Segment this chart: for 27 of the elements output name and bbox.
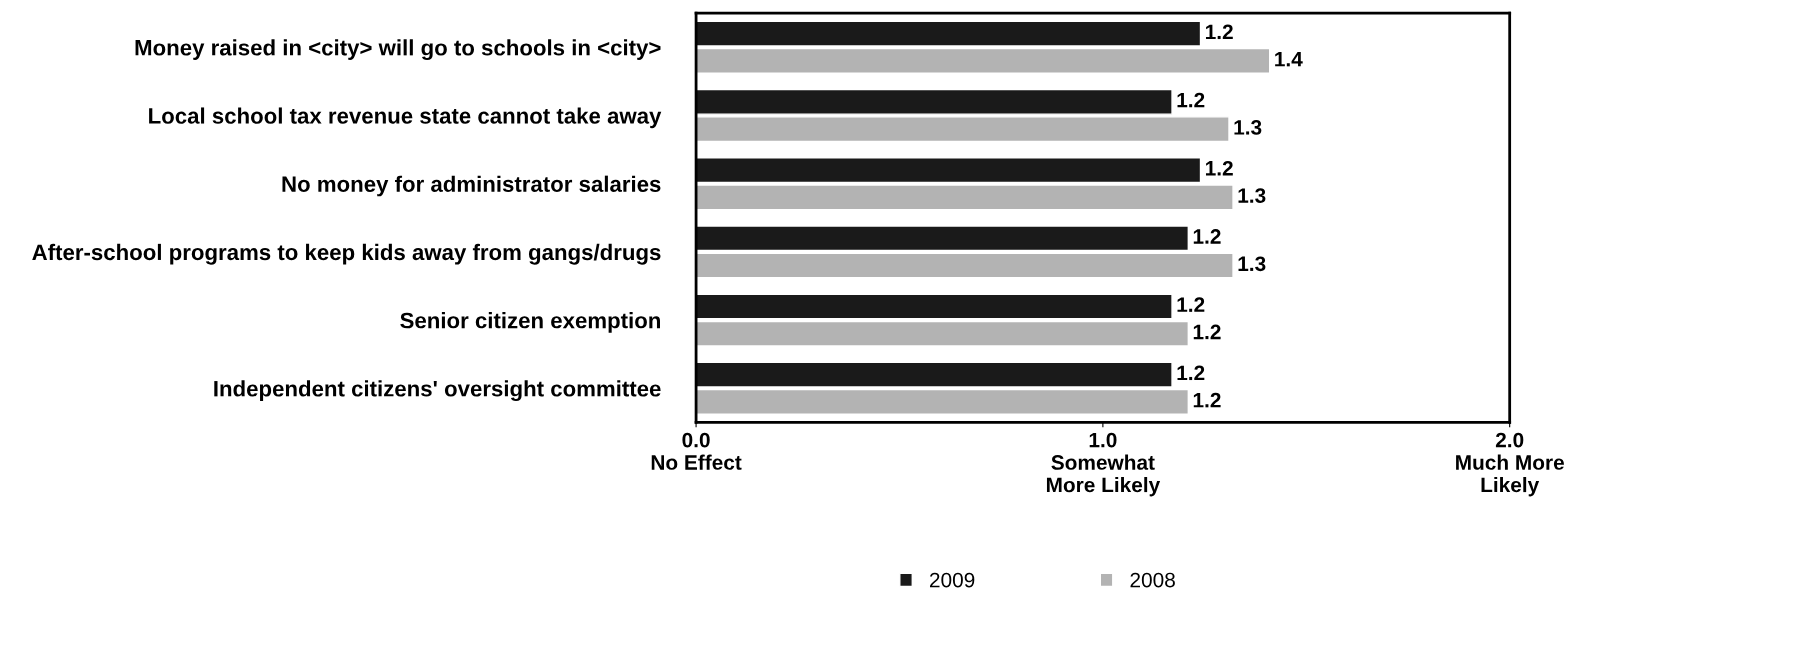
data-label: 1.3 xyxy=(1238,256,1266,272)
data-label: 1.2 xyxy=(1177,365,1205,381)
bar xyxy=(696,252,1234,279)
legend-label: 2008 xyxy=(1130,572,1175,588)
bar xyxy=(696,225,1190,252)
data-label: 1.3 xyxy=(1234,119,1262,135)
data-label: 1.3 xyxy=(1238,188,1266,203)
x-tick-label: 2.0 Much More Likely xyxy=(1456,432,1564,497)
y-tick-label: Local school tax revenue state cannot take away xyxy=(149,107,662,129)
x-tick-label: 1.0 Somewhat More Likely xyxy=(1046,432,1161,497)
y-tick-label: Senior citizen exemption xyxy=(400,312,660,333)
y-tick-label: After-school programs to keep kids away from gangs/drugs xyxy=(32,243,661,265)
data-label: 1.2 xyxy=(1177,92,1205,108)
data-label: 1.2 xyxy=(1193,229,1221,244)
data-label: 1.2 xyxy=(1193,392,1221,408)
data-label: 1.2 xyxy=(1205,24,1233,40)
y-tick-label: Money raised in <city> will go to schools in <city> xyxy=(135,39,661,61)
data-label: 1.2 xyxy=(1205,160,1233,176)
data-label: 1.2 xyxy=(1177,297,1205,312)
bar xyxy=(696,320,1190,347)
bar xyxy=(696,293,1173,320)
legend-label: 2009 xyxy=(930,572,975,588)
data-label: 1.2 xyxy=(1193,324,1221,340)
data-label: 1.4 xyxy=(1275,51,1303,67)
y-tick-label: No money for administrator salaries xyxy=(282,175,661,197)
x-tick-label: 0.0 No Effect xyxy=(651,432,742,470)
y-tick-label: Independent citizens' oversight committee xyxy=(214,380,661,402)
